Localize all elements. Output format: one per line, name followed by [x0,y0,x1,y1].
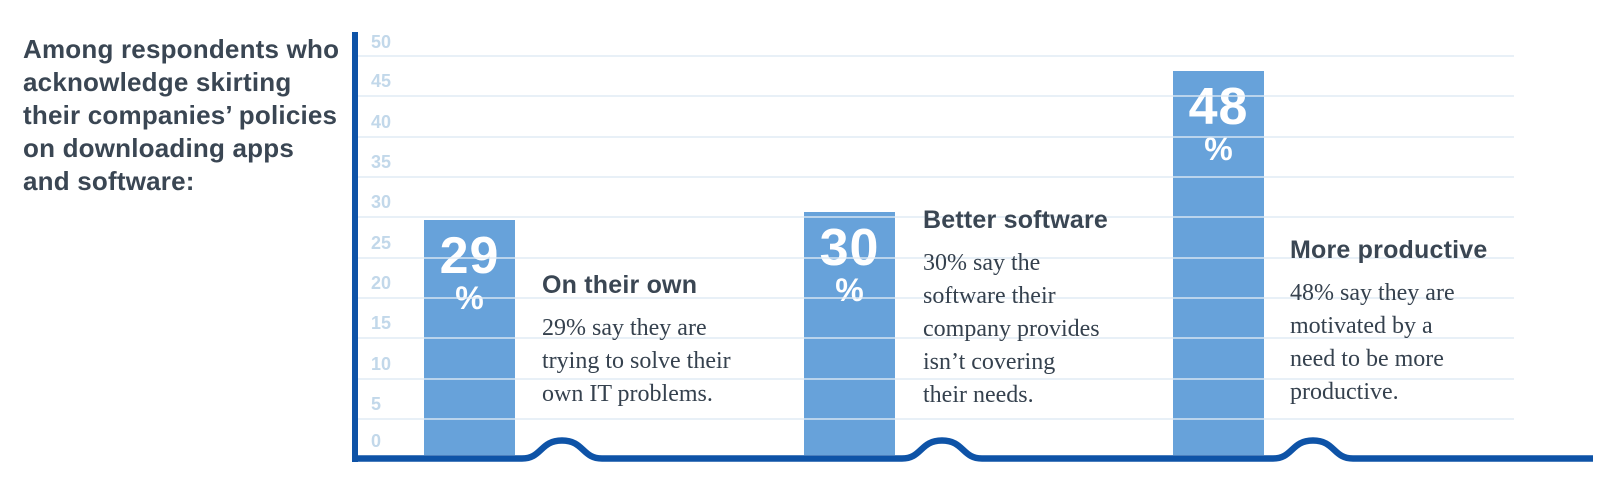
bar-value: 48 % [1173,71,1264,165]
y-tick-label-50: 50 [371,32,392,52]
chart-area: 50 45 40 35 30 25 20 15 10 5 0 29 % 30 %… [352,30,1593,475]
annotation-better-software: Better software 30% say the software the… [923,205,1183,412]
bar-value-percent: % [1204,131,1233,167]
y-tick-label-10: 10 [371,354,392,374]
bar-value: 29 % [424,220,515,314]
bar-value-number: 29 [439,227,500,285]
gridline [358,176,1514,178]
annotation-on-their-own: On their own 29% say they are trying to … [542,270,802,411]
gridline [358,418,1514,420]
annotation-heading: More productive [1290,236,1488,264]
y-tick-label-15: 15 [371,313,392,333]
bar-value-number: 30 [819,219,880,277]
x-axis-line [352,437,1593,462]
gridline [358,216,1514,218]
y-tick-label-40: 40 [371,112,392,132]
annotation-body: 48% say they are motivated by a need to … [1290,280,1455,405]
bar-more-productive: 48 % [1173,71,1264,455]
gridline [358,297,1514,299]
y-tick-label-35: 35 [371,152,392,172]
y-axis-line [352,32,358,462]
y-tick-label-20: 20 [371,273,392,293]
y-tick-label-25: 25 [371,233,392,253]
gridline [358,378,1514,380]
bar-value: 30 % [804,212,895,306]
gridline [358,337,1514,339]
bar-better-software: 30 % [804,212,895,455]
y-tick-label-45: 45 [371,71,392,91]
y-tick-label-0: 0 [371,431,382,451]
bar-value-percent: % [835,272,864,308]
y-tick-label-30: 30 [371,192,392,212]
annotation-body: 30% say the software their company provi… [923,250,1100,408]
bar-value-number: 48 [1188,78,1249,136]
annotation-heading: On their own [542,271,698,299]
intro-text: Among respondents who acknowledge skirti… [23,34,340,196]
y-tick-label-5: 5 [371,394,382,414]
annotation-heading: Better software [923,206,1108,234]
annotation-more-productive: More productive 48% say they are motivat… [1290,235,1550,409]
annotation-body: 29% say they are trying to solve their o… [542,315,731,407]
gridline [358,95,1514,97]
gridline [358,257,1514,259]
gridline [358,136,1514,138]
gridline [358,55,1514,57]
